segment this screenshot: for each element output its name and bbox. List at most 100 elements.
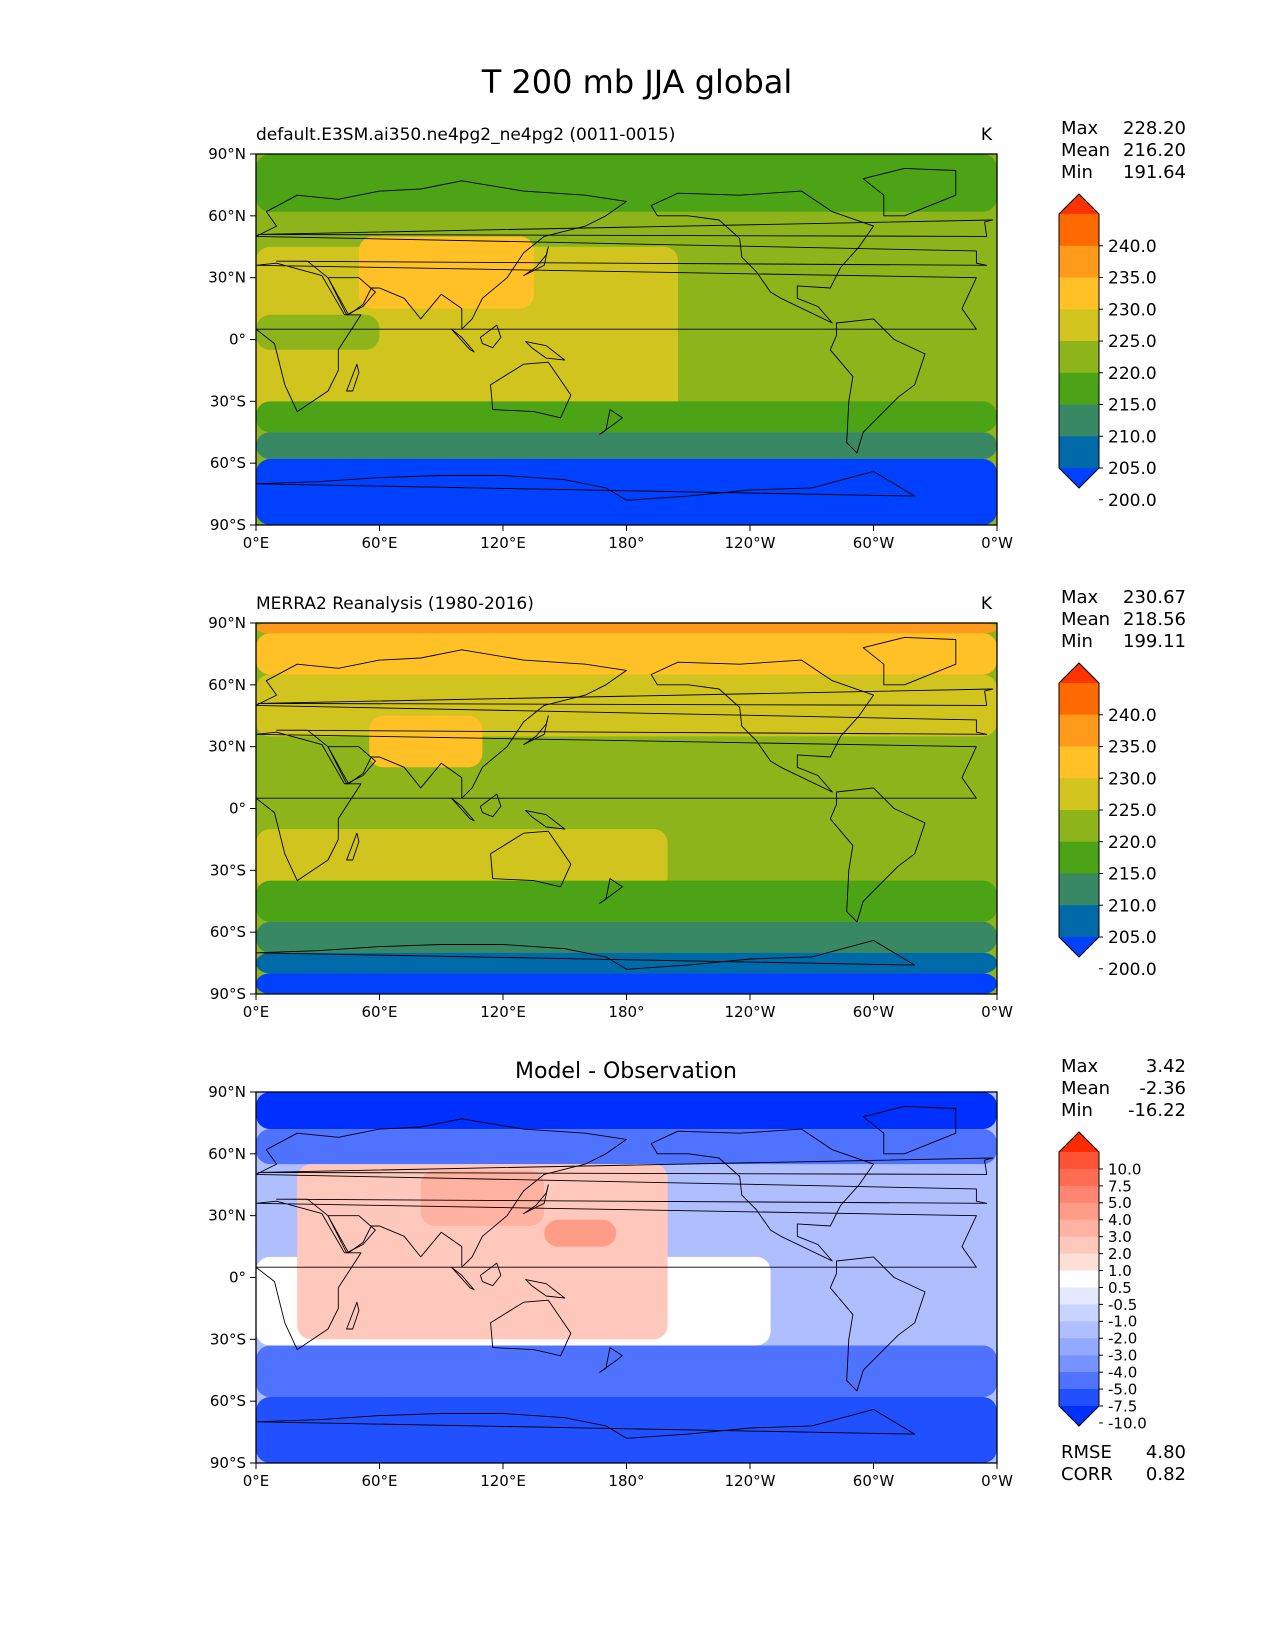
coastline-japan	[523, 715, 549, 746]
coastline-madagascar	[346, 1301, 360, 1330]
colorbar-tick-label: -7.5	[1108, 1397, 1137, 1415]
colorbar-tick-label: -10.0	[1108, 1414, 1147, 1432]
y-tick-label: 30°S	[210, 1330, 246, 1348]
colorbar-segment	[1059, 778, 1099, 811]
coastline-eurasia	[255, 649, 988, 799]
colorbar-tick-label: 10.0	[1108, 1160, 1141, 1178]
stat-mean-value: 218.56	[1123, 609, 1186, 630]
colorbar-segment	[1059, 1236, 1099, 1255]
colorbar-extend-max	[1059, 1132, 1099, 1152]
colorbar-segment	[1059, 873, 1099, 906]
coastline-new-zealand	[599, 409, 623, 435]
y-tick-label: 90°N	[208, 145, 246, 163]
panel-title-left: MERRA2 Reanalysis (1980-2016)	[256, 594, 534, 614]
colorbar-segment	[1059, 1219, 1099, 1238]
colorbar-model: 240.0 235.0 230.0 225.0 220.0 215.0 210.0 205.0…	[1058, 193, 1157, 511]
colorbar-tick-label: 225.0	[1108, 332, 1157, 352]
colorbar-tick-label: 210.0	[1108, 896, 1157, 916]
field-south-west-pacific	[256, 829, 668, 891]
colorbar-tick-label: 205.0	[1108, 928, 1157, 948]
coastline-south-america	[829, 318, 926, 454]
stat-max-value: 3.42	[1146, 1056, 1186, 1077]
colorbar-tick-label: 225.0	[1108, 801, 1157, 821]
colorbar-tick-label: -4.0	[1108, 1364, 1137, 1382]
stat-max-value: 228.20	[1123, 118, 1186, 139]
x-tick-label: 60°E	[361, 1003, 397, 1021]
y-tick-label: 60°N	[208, 207, 246, 225]
coastline-sumatra	[451, 1266, 475, 1291]
y-tick-label: 60°S	[210, 923, 246, 941]
colorbar-tick-label: 5.0	[1108, 1194, 1132, 1212]
x-tick-label: 0°W	[981, 1472, 1013, 1490]
colorbar-segment	[1059, 214, 1099, 247]
field-southern-band	[256, 921, 997, 953]
y-tick-label: 0°	[229, 331, 246, 349]
field-east-asia-warm	[420, 1170, 545, 1226]
y-tick-label: 60°S	[210, 1392, 246, 1410]
colorbar-segment	[1059, 683, 1099, 716]
coastline-antarctica	[255, 1408, 916, 1439]
coastline-japan	[523, 1184, 549, 1215]
field-antarctic	[256, 952, 997, 974]
stat-min-label: Min	[1061, 162, 1093, 183]
colorbar-segment	[1059, 309, 1099, 342]
x-tick-label: 180°	[608, 534, 644, 552]
field-arctic-band	[256, 154, 997, 212]
coastline-greenland	[862, 636, 957, 686]
x-tick-label: 180°	[608, 1472, 644, 1490]
colorbar-tick-label: 215.0	[1108, 865, 1157, 885]
stat-min-label: Min	[1061, 631, 1093, 652]
colorbar-segment	[1059, 1185, 1099, 1204]
colorbar-tick-label: 240.0	[1108, 237, 1157, 257]
x-tick-label: 120°E	[480, 1003, 526, 1021]
coastline-japan	[523, 246, 549, 277]
coastline-africa	[255, 731, 977, 882]
coastline-antarctica	[255, 939, 916, 970]
x-tick-label: 120°E	[480, 1472, 526, 1490]
colorbar-segment	[1059, 1152, 1099, 1170]
stat-mean-value: 216.20	[1123, 140, 1186, 161]
colorbar-segment	[1059, 1355, 1099, 1373]
coastline-australia	[490, 1299, 572, 1357]
colorbar-extend-min	[1059, 468, 1099, 488]
field-north-polar-cap	[256, 623, 997, 634]
stat-min-value: -16.22	[1128, 1100, 1186, 1121]
colorbar-tick-label: -0.5	[1108, 1296, 1137, 1314]
stat-min-label: Min	[1061, 1100, 1093, 1121]
x-tick-label: 60°E	[361, 534, 397, 552]
field-antarctic	[256, 459, 997, 525]
x-tick-label: 60°W	[853, 534, 895, 552]
x-tick-label: 0°W	[981, 1003, 1013, 1021]
coastline-greenland	[862, 1105, 957, 1155]
colorbar-extend-min	[1059, 1406, 1099, 1426]
colorbar-segment	[1059, 245, 1099, 278]
colorbar-segment	[1059, 404, 1099, 437]
colorbar-tick-label: 200.0	[1108, 491, 1157, 511]
colorbar-reference: 240.0 235.0 230.0 225.0 220.0 215.0 210.0 205.0…	[1058, 662, 1157, 980]
coastline-australia	[490, 361, 572, 419]
stat-corr-value: 0.82	[1146, 1464, 1186, 1485]
colorbar-segment	[1059, 1389, 1099, 1407]
coastline-new-guinea	[525, 1279, 566, 1299]
colorbar-segment	[1059, 746, 1099, 779]
x-tick-label: 180°	[608, 1003, 644, 1021]
coastline-north-america	[650, 659, 874, 793]
colorbar-segment	[1059, 1321, 1099, 1339]
colorbar-tick-label: 0.5	[1108, 1279, 1132, 1297]
x-tick-label: 0°E	[243, 1003, 270, 1021]
y-tick-label: 60°N	[208, 1145, 246, 1163]
colorbar-extend-min	[1059, 937, 1099, 957]
colorbar-segment	[1059, 372, 1099, 405]
colorbar-tick-label: 4.0	[1108, 1211, 1132, 1229]
colorbar-tick-label: -2.0	[1108, 1330, 1137, 1348]
coastline-borneo	[479, 793, 502, 818]
figure-title: T 200 mb JJA global	[481, 63, 793, 101]
coastline-south-america	[829, 787, 926, 923]
colorbar-segment	[1059, 1287, 1099, 1305]
colorbar-tick-label: 215.0	[1108, 396, 1157, 416]
colorbar-extend-max	[1059, 663, 1099, 683]
colorbar-tick-label: 235.0	[1108, 269, 1157, 289]
coastline-north-america	[650, 1128, 874, 1262]
colorbar-tick-label: 200.0	[1108, 960, 1157, 980]
x-tick-label: 0°W	[981, 534, 1013, 552]
